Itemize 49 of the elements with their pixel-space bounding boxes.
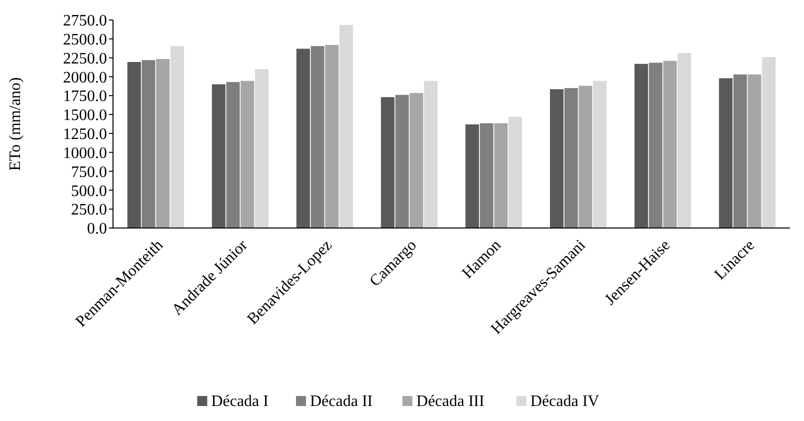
y-axis-title: ETo (mm/ano) xyxy=(7,77,24,171)
bar xyxy=(508,116,522,228)
y-tick-label: 0.0 xyxy=(87,220,107,238)
bar xyxy=(296,48,310,228)
bar xyxy=(465,124,479,228)
bar xyxy=(127,62,141,228)
bar xyxy=(380,97,394,228)
legend-label: Década II xyxy=(310,393,373,410)
bar xyxy=(410,92,424,228)
bar xyxy=(634,64,648,228)
bar xyxy=(170,46,184,228)
y-tick-label: 2000.0 xyxy=(63,69,107,86)
bar xyxy=(156,58,170,228)
y-tick-label: 1750.0 xyxy=(63,88,107,106)
bar xyxy=(762,57,776,228)
legend-label: Década III xyxy=(416,393,484,410)
bar xyxy=(212,84,226,228)
bar xyxy=(424,80,438,228)
bar xyxy=(578,86,592,228)
y-tick-label: 1000.0 xyxy=(63,144,107,162)
bar xyxy=(593,80,607,228)
y-tick-label: 2500.0 xyxy=(63,32,107,49)
bar xyxy=(494,123,508,228)
bar xyxy=(310,46,324,228)
bar xyxy=(240,80,254,228)
bar xyxy=(480,123,494,228)
bar xyxy=(648,62,662,228)
bar xyxy=(719,78,733,228)
bar xyxy=(748,74,762,228)
y-tick-label: 2250.0 xyxy=(63,50,107,68)
bar xyxy=(226,82,240,228)
y-tick-label: 2750.0 xyxy=(63,12,107,30)
bar xyxy=(255,69,269,228)
bar xyxy=(142,60,156,228)
bar xyxy=(325,44,339,228)
legend-label: Década IV xyxy=(530,393,600,410)
bar xyxy=(678,52,692,228)
bar xyxy=(663,60,677,228)
bar xyxy=(564,88,578,228)
y-tick-label: 1250.0 xyxy=(63,126,107,144)
bar xyxy=(340,24,354,228)
y-tick-label: 1500.0 xyxy=(63,107,107,124)
bar xyxy=(550,89,564,228)
y-tick-label: 500.0 xyxy=(71,182,107,200)
bar xyxy=(733,74,747,228)
legend-label: Década I xyxy=(211,393,268,410)
y-tick-label: 250.0 xyxy=(71,202,107,219)
y-tick-label: 750.0 xyxy=(71,164,107,181)
bar xyxy=(395,94,409,228)
